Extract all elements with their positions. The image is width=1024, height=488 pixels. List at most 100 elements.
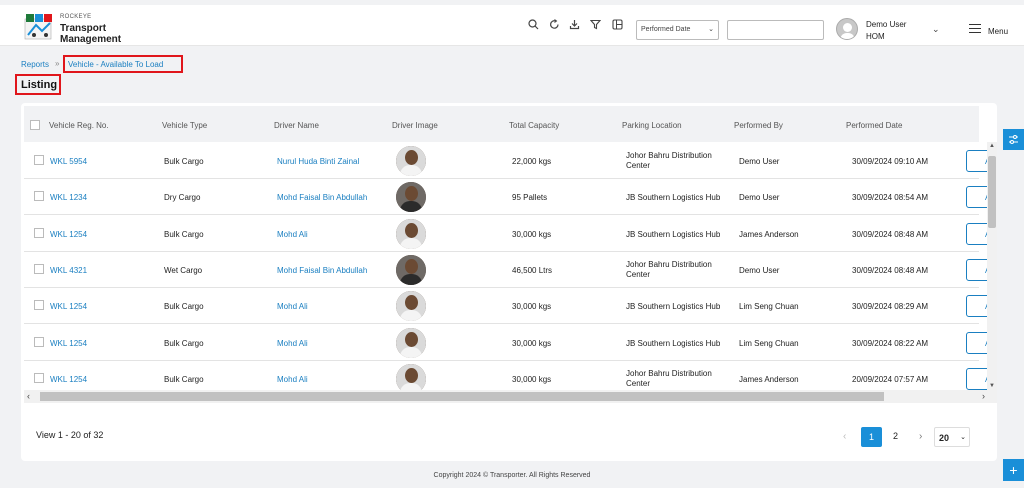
date-filter-select[interactable]: Performed Date ⌄: [636, 20, 719, 40]
table-row[interactable]: WKL 1254 Bulk Cargo Mohd Ali 30,000 kgs JB S…: [24, 215, 996, 252]
menu-button[interactable]: Menu: [988, 27, 1009, 36]
vehicle-type: Bulk Cargo: [164, 374, 204, 384]
scroll-left-icon[interactable]: ‹: [27, 391, 30, 401]
performed-by: Demo User: [739, 157, 780, 166]
columns-icon[interactable]: [611, 19, 623, 31]
performed-by: James Anderson: [739, 374, 799, 384]
page-size-select[interactable]: 20 ⌄: [934, 427, 970, 447]
driver-image[interactable]: [396, 182, 426, 213]
total-capacity: 46,500 Ltrs: [512, 265, 553, 275]
parking-location: Johor Bahru Distribution Center: [626, 151, 736, 171]
header-performed-by[interactable]: Performed By: [734, 121, 783, 130]
parking-location-line-2: Center: [626, 378, 651, 388]
horizontal-scrollbar[interactable]: ‹ ›: [24, 390, 997, 403]
chevron-down-icon: ⌄: [708, 26, 714, 33]
row-checkbox[interactable]: [34, 191, 44, 202]
table-row[interactable]: WKL 1254 Bulk Cargo Mohd Ali 30,000 kgs JB S…: [24, 324, 996, 361]
user-avatar[interactable]: [836, 18, 858, 40]
vehicle-reg-link[interactable]: WKL 4321: [50, 265, 88, 275]
driver-image[interactable]: [396, 363, 426, 394]
header-vehicle-reg[interactable]: Vehicle Reg. No.: [49, 121, 109, 130]
vehicle-reg-link[interactable]: WKL 1234: [50, 193, 88, 203]
header-performed-date[interactable]: Performed Date: [846, 121, 903, 130]
vehicle-reg-link[interactable]: WKL 5954: [50, 157, 88, 166]
header-parking-location[interactable]: Parking Location: [622, 121, 682, 130]
parking-location-line-2: Center: [626, 161, 651, 170]
scroll-up-icon[interactable]: ▲: [989, 143, 995, 149]
performed-by: Lim Seng Chuan: [739, 302, 799, 312]
page-2-button[interactable]: 2: [893, 431, 899, 441]
row-checkbox[interactable]: [34, 155, 44, 165]
select-all-checkbox[interactable]: [30, 120, 40, 130]
driver-image[interactable]: [396, 254, 426, 285]
page-size-value: 20: [939, 433, 950, 443]
driver-name-link[interactable]: Mohd Faisal Bin Abdullah: [277, 265, 368, 275]
parking-location-line-2: Center: [626, 269, 651, 279]
header-vehicle-type[interactable]: Vehicle Type: [162, 121, 208, 130]
vehicle-type: Bulk Cargo: [164, 302, 204, 312]
date-input[interactable]: [727, 20, 824, 40]
vehicle-reg-link[interactable]: WKL 1254: [50, 229, 88, 239]
row-checkbox[interactable]: [34, 336, 44, 347]
parking-location-line-1: Johor Bahru Distribution: [626, 151, 712, 160]
pagination-prev-icon[interactable]: ‹: [843, 431, 847, 442]
filter-icon[interactable]: [589, 19, 601, 31]
vertical-scroll-thumb[interactable]: [988, 156, 996, 228]
brand-line-2: Management: [60, 34, 122, 45]
table-row[interactable]: WKL 1234 Dry Cargo Mohd Faisal Bin Abdulla…: [24, 179, 996, 216]
total-capacity: 30,000 kgs: [512, 229, 552, 239]
header-total-capacity[interactable]: Total Capacity: [509, 121, 560, 130]
vehicle-reg-link[interactable]: WKL 1254: [50, 338, 88, 348]
breadcrumb-current[interactable]: Vehicle - Available To Load: [68, 60, 164, 69]
horizontal-scroll-thumb[interactable]: [40, 392, 884, 401]
row-checkbox[interactable]: [34, 372, 44, 383]
driver-image[interactable]: [396, 291, 426, 322]
row-checkbox[interactable]: [34, 263, 44, 274]
row-checkbox[interactable]: [34, 227, 44, 238]
title-highlight: [15, 74, 61, 95]
page-1-button[interactable]: 1: [861, 427, 882, 447]
total-capacity: 30,000 kgs: [512, 338, 552, 348]
table-row[interactable]: WKL 4321 Wet Cargo Mohd Faisal Bin Abdulla…: [24, 251, 996, 288]
driver-name-link[interactable]: Nurul Huda Binti Zainal: [277, 157, 360, 166]
performed-by: Demo User: [739, 265, 780, 275]
settings-sliders-icon[interactable]: [1003, 129, 1024, 150]
driver-image[interactable]: [396, 218, 426, 249]
driver-name-link[interactable]: Mohd Ali: [277, 338, 308, 348]
table-row[interactable]: WKL 1254 Bulk Cargo Mohd Ali 30,000 kgs JB S…: [24, 288, 996, 325]
driver-image[interactable]: [396, 146, 426, 176]
download-icon[interactable]: [568, 19, 580, 31]
pagination-next-icon[interactable]: ›: [919, 431, 923, 442]
driver-name-link[interactable]: Mohd Ali: [277, 302, 308, 312]
performed-date: 30/09/2024 09:10 AM: [852, 157, 929, 166]
driver-image[interactable]: [396, 327, 426, 358]
search-icon[interactable]: [527, 19, 539, 31]
parking-location: JB Southern Logistics Hub: [626, 229, 721, 239]
driver-name-link[interactable]: Mohd Ali: [277, 229, 308, 239]
table-row[interactable]: WKL 5954 Bulk Cargo Nurul Huda Binti Zaina…: [24, 143, 996, 179]
vertical-scrollbar[interactable]: ▲ ▼: [987, 142, 997, 394]
driver-name-link[interactable]: Mohd Ali: [277, 374, 308, 384]
row-checkbox[interactable]: [34, 300, 44, 311]
parking-location-line-1: Johor Bahru Distribution: [626, 259, 712, 269]
header-driver-name[interactable]: Driver Name: [274, 121, 319, 130]
performed-by: James Anderson: [739, 229, 799, 239]
performed-date: 20/09/2024 07:57 AM: [852, 374, 929, 384]
user-name[interactable]: Demo User: [866, 20, 907, 29]
breadcrumb-reports[interactable]: Reports: [21, 60, 50, 69]
header-driver-image[interactable]: Driver Image: [392, 121, 438, 130]
add-plus-icon[interactable]: +: [1003, 459, 1024, 481]
user-menu-chevron-icon[interactable]: ⌄: [932, 24, 940, 34]
vehicle-reg-link[interactable]: WKL 1254: [50, 374, 88, 384]
refresh-icon[interactable]: [548, 19, 560, 31]
parking-location: JB Southern Logistics Hub: [626, 302, 721, 312]
hamburger-icon[interactable]: [969, 24, 981, 33]
driver-name-link[interactable]: Mohd Faisal Bin Abdullah: [277, 193, 368, 203]
vehicle-type: Dry Cargo: [164, 193, 201, 203]
scroll-down-icon[interactable]: ▼: [989, 383, 995, 389]
total-capacity: 22,000 kgs: [512, 157, 552, 166]
view-count: View 1 - 20 of 32: [36, 430, 104, 440]
scroll-right-icon[interactable]: ›: [982, 391, 985, 401]
vehicle-reg-link[interactable]: WKL 1254: [50, 302, 88, 312]
total-capacity: 95 Pallets: [512, 193, 548, 203]
